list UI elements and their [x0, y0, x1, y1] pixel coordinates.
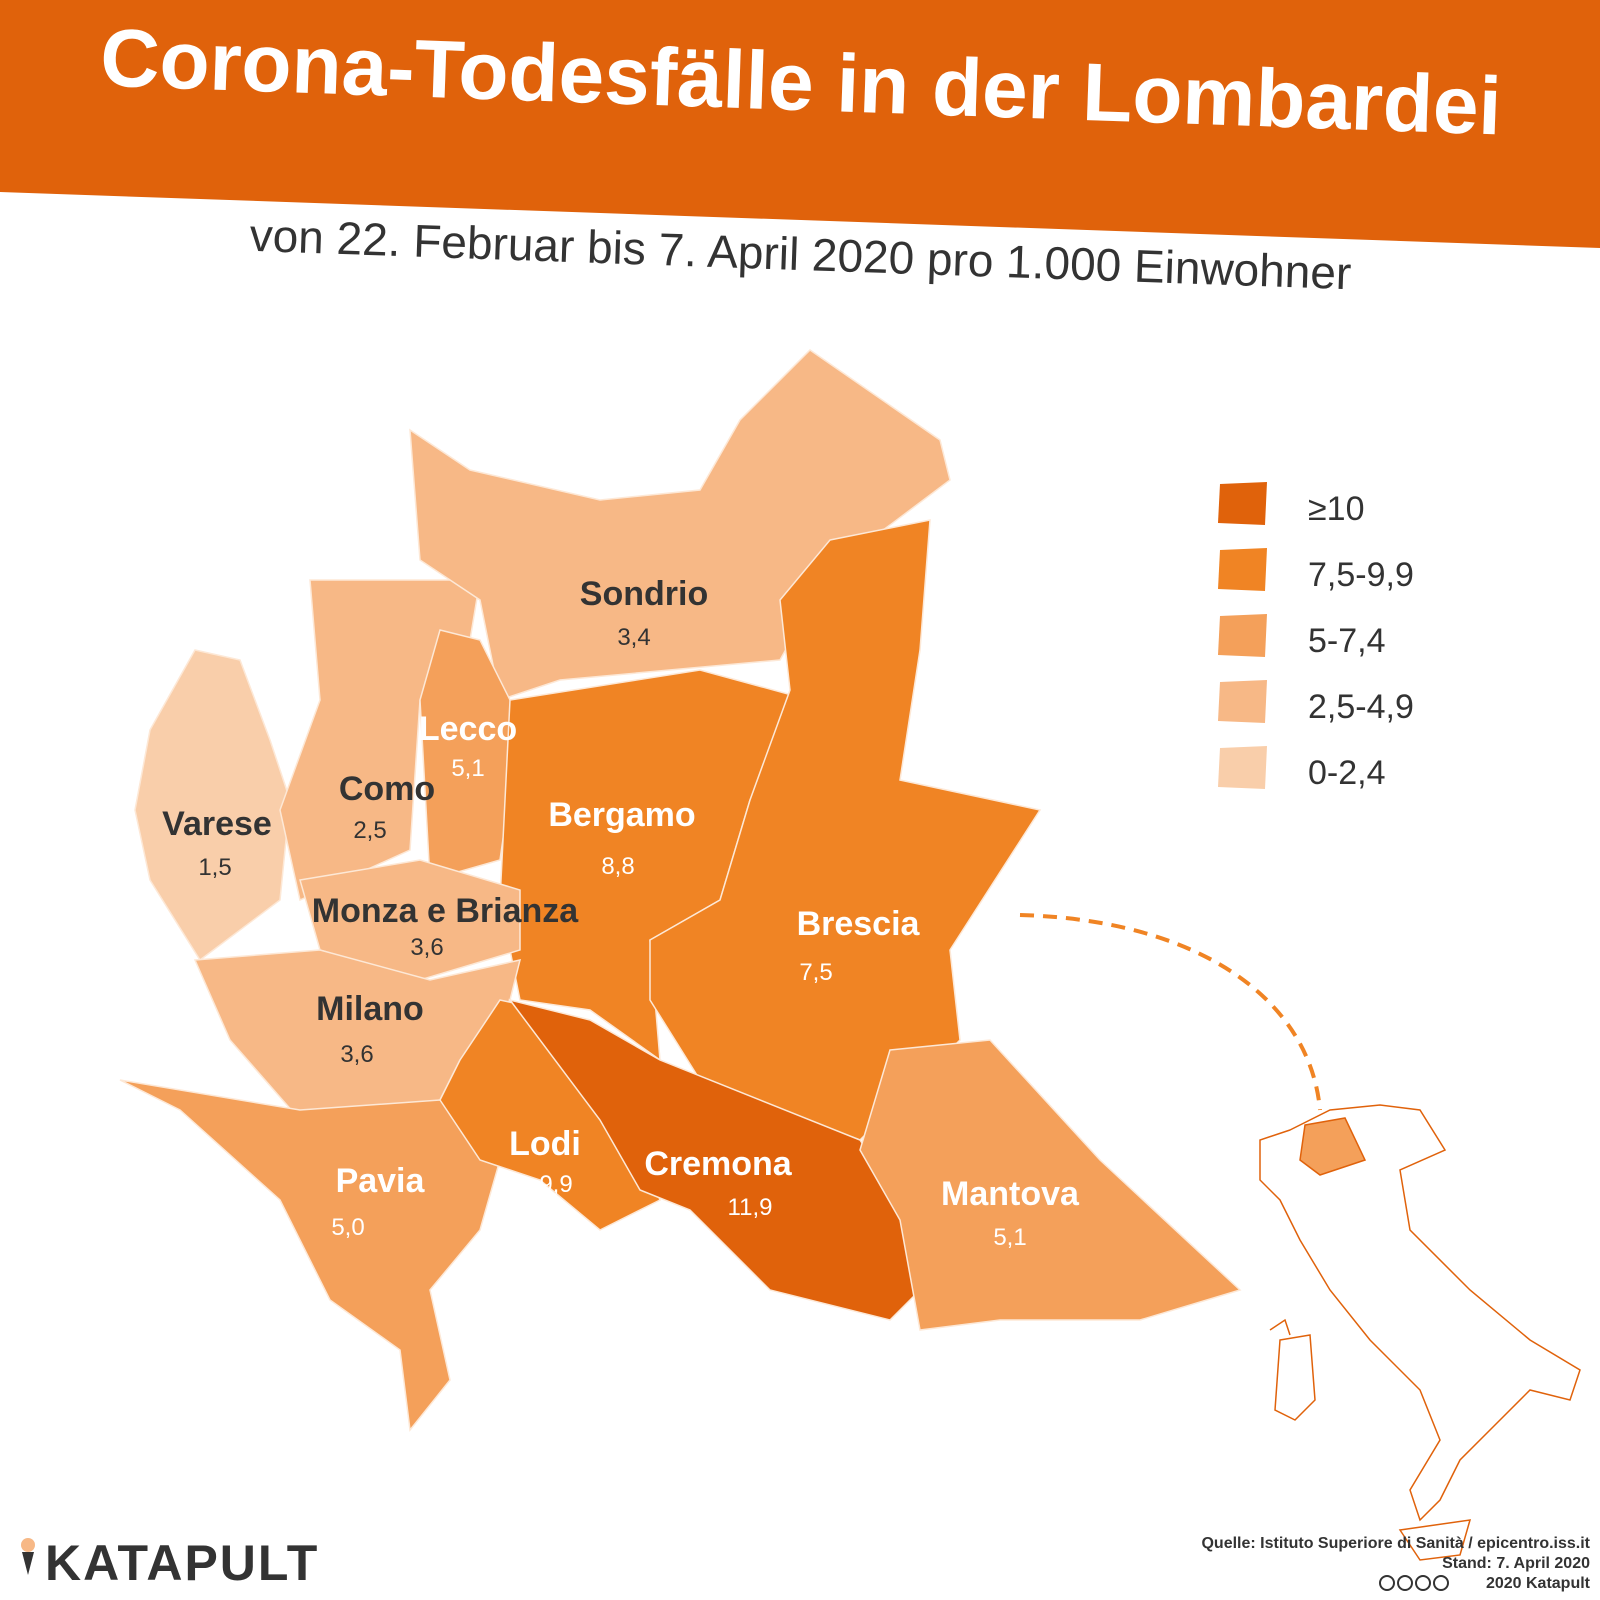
sicily	[1398, 1519, 1472, 1561]
brand-icon	[22, 1552, 34, 1575]
region-name: Sondrio	[580, 575, 708, 613]
cc-icon	[1433, 1575, 1449, 1591]
legend-label: ≥10	[1308, 490, 1364, 528]
region-value: 9,9	[539, 1171, 572, 1198]
region-name: Cremona	[644, 1145, 792, 1183]
legend-label: 5-7,4	[1308, 622, 1386, 660]
sardinia	[1274, 1334, 1316, 1421]
region-name: Bergamo	[548, 796, 695, 834]
cc-icon	[1379, 1575, 1395, 1591]
region-cremona	[508, 998, 921, 1321]
legend-swatch	[1218, 614, 1267, 657]
region-value: 5,1	[451, 755, 484, 782]
region-name: Lodi	[509, 1125, 581, 1163]
legend: ≥10 7,5-9,9 5-7,4 2,5-4,9 0-2,4	[1218, 482, 1414, 792]
region-value: 3,4	[617, 624, 650, 651]
legend-swatch	[1218, 548, 1267, 591]
date: Stand: 7. April 2020	[1442, 1555, 1590, 1572]
region-value: 11,9	[728, 1194, 773, 1221]
region-name: Mantova	[941, 1175, 1080, 1213]
region-value: 1,5	[198, 854, 231, 881]
region-value: 3,6	[410, 934, 443, 961]
brand-name: KATAPULT	[45, 1535, 319, 1591]
legend-label: 0-2,4	[1308, 754, 1386, 792]
region-value: 5,1	[993, 1224, 1026, 1251]
region-name: Brescia	[797, 905, 921, 943]
region-name: Lecco	[419, 710, 517, 748]
region-name: Pavia	[336, 1162, 426, 1200]
map	[119, 349, 1242, 1432]
legend-swatch	[1218, 482, 1267, 525]
region-varese	[134, 649, 291, 962]
italy-inset	[1259, 1104, 1581, 1561]
region-lecco	[419, 629, 521, 881]
title-banner	[0, 0, 1600, 248]
region-value: 8,8	[601, 853, 634, 880]
region-pavia	[119, 1079, 501, 1432]
cc-icon	[1415, 1575, 1431, 1591]
lombardy-highlight	[1299, 1117, 1367, 1176]
legend-swatch	[1218, 746, 1267, 789]
legend-label: 7,5-9,9	[1308, 556, 1414, 594]
inset-connector	[1019, 913, 1322, 1111]
region-value: 5,0	[331, 1214, 364, 1241]
region-labels: Sondrio 3,4 Lecco 5,1 Como 2,5 Varese 1,…	[162, 575, 1080, 1251]
legend-swatch	[1218, 680, 1267, 723]
region-value: 3,6	[340, 1041, 373, 1068]
legend-label: 2,5-4,9	[1308, 688, 1414, 726]
italy-outline	[1259, 1104, 1581, 1522]
corsica	[1269, 1318, 1291, 1336]
source: Quelle: Istituto Superiore di Sanità / e…	[1201, 1535, 1590, 1552]
brand-icon	[21, 1538, 35, 1552]
region-mantova	[859, 1039, 1242, 1331]
region-name: Milano	[316, 990, 424, 1028]
copyright: 2020 Katapult	[1486, 1575, 1591, 1592]
region-value: 2,5	[353, 817, 386, 844]
region-name: Varese	[162, 805, 272, 843]
region-name: Como	[339, 770, 435, 808]
cc-icon	[1397, 1575, 1413, 1591]
region-sondrio	[409, 349, 951, 701]
region-como	[279, 579, 481, 902]
brand: KATAPULT	[21, 1535, 319, 1591]
region-name: Monza e Brianza	[312, 892, 579, 930]
region-value: 7,5	[799, 959, 832, 986]
footer: Quelle: Istituto Superiore di Sanità / e…	[1201, 1535, 1590, 1592]
